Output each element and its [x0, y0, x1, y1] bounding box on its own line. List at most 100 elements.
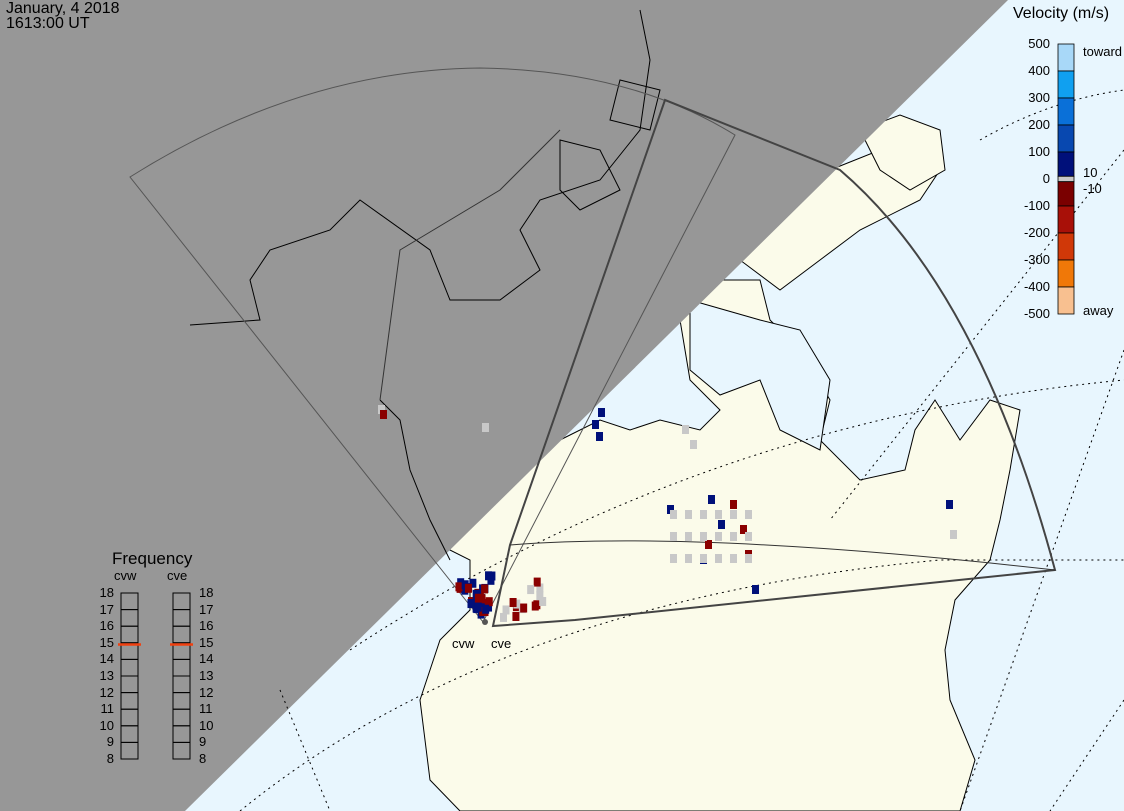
frequency-tick-left: 10 [99, 717, 114, 733]
coastline-night [189, 9, 661, 561]
hudson-bay [689, 299, 831, 451]
velocity-colorbar [1057, 43, 1075, 315]
frequency-tick-left: 14 [99, 651, 114, 667]
scatter-cell [509, 598, 517, 608]
frequency-tick-left: 17 [99, 601, 114, 617]
frequency-tick-left: 12 [99, 684, 114, 700]
date-label: January, 4 2018 [6, 0, 120, 17]
frequency-tick-right: 18 [199, 585, 214, 600]
frequency-tick-right: 17 [199, 601, 214, 617]
radar-fields-of-view [129, 67, 1057, 628]
scatter-cell [685, 554, 692, 563]
scatter-cell [700, 554, 707, 563]
velocity-scale-title: Velocity (m/s) [1013, 5, 1110, 22]
velocity-tick: -300 [1023, 252, 1050, 267]
colorbar-segment [1057, 43, 1075, 72]
scatter-cell [512, 611, 520, 621]
scatter-cell [464, 583, 472, 593]
colorbar-segment [1057, 181, 1075, 207]
frequency-tick-right: 9 [199, 734, 207, 750]
colorbar-segment [1057, 232, 1075, 261]
scatter-cell [730, 500, 737, 509]
night-region [0, 0, 1008, 811]
velocity-tick: -100 [1023, 198, 1050, 213]
scatter-cell [478, 594, 486, 604]
scatter-cell [946, 500, 953, 509]
toward-label: toward [1083, 44, 1123, 59]
scatter-cell [536, 583, 544, 593]
colorbar-segment [1057, 259, 1075, 288]
scatter-cell [527, 585, 535, 595]
frequency-tick-left: 18 [99, 585, 114, 600]
colorbar-segment [1057, 124, 1075, 153]
frequency-tick-left: 13 [99, 668, 114, 683]
scatter-cell [598, 408, 605, 417]
frequency-tick-left: 8 [106, 751, 114, 766]
scatter-cell [730, 554, 737, 563]
scatter-cell [752, 585, 759, 594]
scatter-cell [670, 510, 677, 519]
threshold-label-positive: 10 [1083, 165, 1098, 180]
radar-label-cvw: cvw [452, 636, 475, 651]
velocity-tick: 100 [1028, 144, 1050, 159]
scatter-cell [380, 410, 387, 419]
scatter-cell [700, 532, 707, 541]
frequency-tick-left: 9 [106, 734, 114, 750]
scatter-cell [670, 554, 677, 563]
colorbar-segment [1057, 175, 1075, 183]
velocity-tick: -400 [1023, 279, 1050, 294]
scatter-cell [531, 601, 539, 611]
scatter-cell [455, 582, 463, 592]
scatter-cell [596, 432, 603, 441]
velocity-tick: 300 [1028, 90, 1050, 105]
velocity-tick: 400 [1028, 63, 1050, 78]
scatter-cell [536, 591, 544, 601]
velocity-tick: 0 [1042, 171, 1050, 186]
radar-site-marker [482, 619, 488, 625]
frequency-tick-right: 11 [199, 701, 213, 717]
colorbar-segment [1057, 286, 1075, 315]
scatter-cell [708, 495, 715, 504]
scatter-cell [745, 532, 752, 541]
scatter-cell [378, 405, 385, 414]
colorbar-segment [1057, 205, 1075, 234]
scatter-cell [485, 571, 493, 581]
scatter-cell [745, 554, 752, 563]
scatter-cell [950, 530, 957, 539]
scatter-cell [730, 510, 737, 519]
velocity-tick: -200 [1023, 225, 1050, 240]
scatter-cell [474, 602, 482, 612]
frequency-tick-right: 14 [199, 651, 214, 667]
radar-label-cve: cve [491, 636, 512, 651]
scatter-cell [469, 578, 477, 588]
frequency-tick-right: 13 [199, 668, 214, 683]
frequency-radar-cvw: cvw [114, 568, 137, 583]
scatter-cells [378, 405, 957, 622]
scatter-cell [705, 540, 712, 549]
scatter-cell [592, 420, 599, 429]
scatter-cell [482, 423, 489, 432]
away-label: away [1083, 303, 1114, 318]
velocity-tick: 200 [1028, 117, 1050, 132]
grid-lines [239, 89, 1124, 811]
scatter-cell [685, 532, 692, 541]
scatter-cell [745, 510, 752, 519]
frequency-title: Frequency [112, 549, 193, 568]
frequency-tick-right: 8 [199, 751, 207, 766]
scatter-cell [730, 532, 737, 541]
scatter-cell [500, 612, 508, 622]
scatter-cell [474, 593, 482, 603]
scatter-cell [467, 599, 475, 609]
frequency-tick-left: 11 [100, 701, 115, 717]
scatter-cell [715, 510, 722, 519]
scatter-cell [715, 532, 722, 541]
scatter-cell [667, 505, 674, 514]
scatter-cell [533, 577, 541, 587]
scatter-cell [682, 425, 689, 434]
scatter-cell [718, 520, 725, 529]
scatter-cell [690, 440, 697, 449]
frequency-radar-cve: cve [167, 568, 188, 583]
scatter-cell [513, 599, 521, 609]
scatter-cell [715, 554, 722, 563]
